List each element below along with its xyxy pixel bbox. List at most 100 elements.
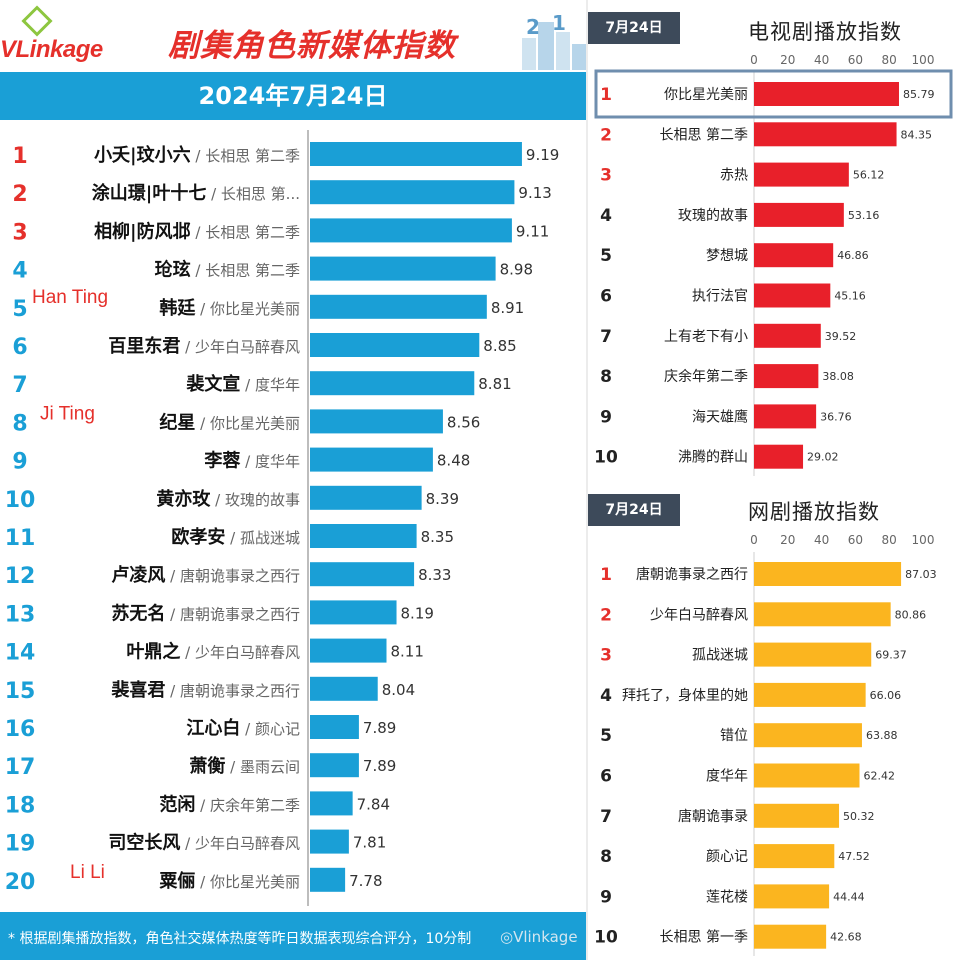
character-bar	[310, 485, 422, 510]
drama-bar	[754, 884, 830, 909]
logo-text: VLinkage	[0, 36, 103, 63]
character-bar	[310, 218, 512, 243]
drama-bar	[754, 122, 897, 147]
rank-number: 7	[600, 807, 612, 827]
drama-label: 沸腾的群山	[678, 449, 748, 466]
rank-number: 10	[594, 928, 618, 948]
drama-label: 唐朝诡事录之西行	[636, 566, 748, 583]
x-tick-label: 60	[848, 53, 863, 67]
drama-value-label: 85.79	[903, 88, 935, 101]
rank-number: 1	[600, 85, 612, 105]
character-label: 粟俪 / 你比星光美丽	[158, 870, 300, 892]
drama-bar	[754, 283, 831, 308]
character-label: 涂山璟|叶十七 / 长相思 第...	[92, 182, 300, 204]
drama-label: 度华年	[706, 769, 748, 785]
character-value-label: 9.13	[518, 184, 551, 202]
rank-number: 6	[12, 335, 27, 360]
character-value-label: 7.89	[363, 757, 396, 775]
rank-number: 10	[594, 448, 618, 468]
skyline-decoration-icon: 2 1	[522, 11, 586, 70]
drama-bar	[754, 723, 862, 748]
rank-number: 9	[12, 450, 27, 475]
character-value-label: 8.04	[382, 681, 415, 699]
english-name-annotation: Ji Ting	[40, 403, 95, 424]
drama-bar	[754, 404, 817, 429]
character-bar	[310, 180, 515, 205]
rank-number: 6	[600, 767, 612, 787]
rank-number: 15	[5, 679, 36, 704]
character-bar	[310, 600, 397, 625]
rank-number: 18	[5, 793, 36, 818]
rank-number: 6	[600, 287, 612, 307]
rank-number: 10	[5, 488, 36, 513]
rank-number: 8	[12, 411, 27, 436]
character-bar	[310, 638, 387, 663]
highlight-box	[594, 69, 953, 119]
character-label: 玱玹 / 长相思 第二季	[155, 259, 300, 281]
rank-number: 16	[5, 717, 36, 742]
character-bar	[310, 753, 359, 778]
drama-value-label: 80.86	[895, 608, 927, 621]
rank-number: 3	[600, 166, 612, 186]
drama-value-label: 56.12	[853, 169, 885, 182]
character-value-label: 8.48	[437, 452, 470, 470]
rank-number: 9	[600, 407, 612, 427]
tv-drama-index-panel: 7月24日 电视剧播放指数 0 20 40 60 80 100 1 你比星光美丽 85.79 2 长…	[588, 0, 960, 480]
character-label: 相柳|防风邶 / 长相思 第二季	[94, 220, 300, 242]
x-tick-label: 20	[780, 533, 795, 547]
character-bar	[310, 142, 522, 166]
character-value-label: 8.85	[483, 337, 516, 355]
x-tick-label: 40	[814, 533, 829, 547]
drama-label: 玫瑰的故事	[678, 208, 748, 224]
drama-bar	[754, 803, 840, 828]
web-drama-index-panel: 7月24日 网剧播放指数 0 20 40 60 80 100 1 唐朝诡事录之西行 87.03 2…	[588, 490, 960, 960]
english-name-annotation: Han Ting	[32, 287, 108, 308]
web-date-tag: 7月24日	[588, 494, 680, 526]
date-banner: 2024年7月24日	[0, 72, 586, 120]
character-label: 江心白 / 颜心记	[186, 717, 300, 739]
drama-value-label: 38.08	[822, 370, 854, 383]
drama-bar	[754, 763, 860, 788]
drama-value-label: 39.52	[825, 330, 857, 343]
character-value-label: 8.81	[478, 375, 511, 393]
drama-label: 长相思 第一季	[660, 929, 748, 946]
drama-bar	[754, 162, 849, 187]
drama-label: 梦想城	[706, 248, 748, 264]
character-label: 卢凌风 / 唐朝诡事录之西行	[111, 564, 300, 586]
x-tick-label: 80	[882, 53, 897, 67]
character-label: 萧衡 / 墨雨云间	[189, 755, 300, 777]
rank-number: 5	[600, 726, 612, 746]
drama-value-label: 45.16	[834, 290, 866, 303]
tv-date-tag: 7月24日	[588, 12, 680, 44]
rank-number: 5	[600, 246, 612, 266]
character-bar	[310, 256, 496, 281]
drama-label: 拜托了，身体里的她	[622, 688, 748, 704]
drama-bar	[754, 444, 804, 469]
x-tick-label: 100	[912, 533, 935, 547]
drama-label: 上有老下有小	[664, 329, 748, 345]
character-value-label: 9.19	[526, 146, 559, 164]
character-value-label: 8.56	[447, 413, 480, 431]
character-bar	[310, 867, 346, 892]
drama-bar	[754, 602, 891, 627]
drama-value-label: 29.02	[807, 451, 839, 464]
character-bar	[310, 333, 480, 357]
vlinkage-logo: VLinkage	[0, 5, 130, 70]
character-index-panel: VLinkage 剧集角色新媒体指数 2 1 2024年7月24日 1 小夭|玟小…	[0, 5, 586, 960]
drama-value-label: 42.68	[830, 931, 862, 944]
footnote-bar: * 根据剧集播放指数，角色社交媒体热度等昨日数据表现综合评分，10分制 ◎Vli…	[0, 912, 586, 960]
rank-number: 4	[600, 206, 612, 226]
drama-value-label: 44.44	[833, 890, 865, 903]
drama-bar	[754, 682, 866, 707]
rank-number: 14	[5, 641, 36, 666]
x-tick-label: 60	[848, 533, 863, 547]
character-value-label: 7.84	[357, 795, 390, 813]
drama-bar	[754, 924, 827, 949]
drama-value-label: 36.76	[820, 410, 852, 423]
drama-label: 长相思 第二季	[660, 126, 748, 143]
rank-number: 2	[12, 182, 27, 207]
x-tick-label: 0	[750, 533, 758, 547]
rank-number: 4	[600, 686, 612, 706]
character-label: 黄亦玫 / 玫瑰的故事	[156, 488, 300, 510]
tv-panel-title: 电视剧播放指数	[748, 20, 902, 44]
